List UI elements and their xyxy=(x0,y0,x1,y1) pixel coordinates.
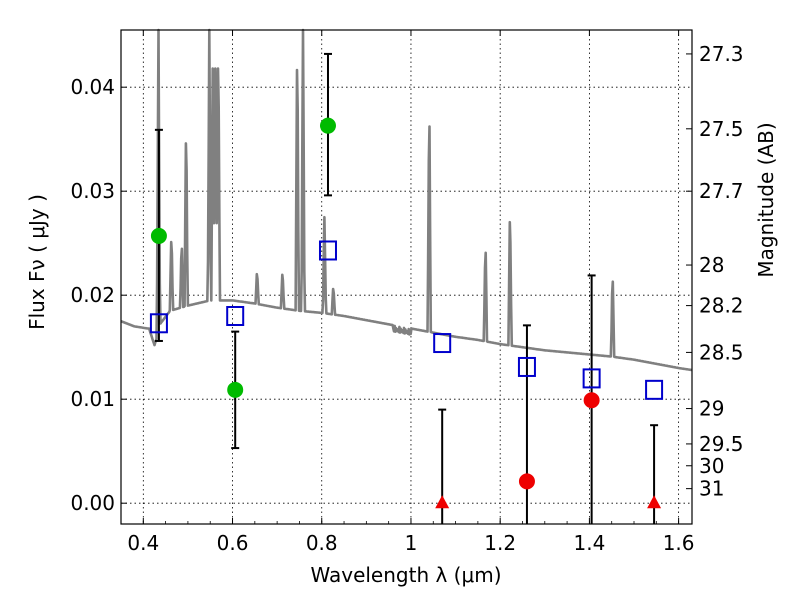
magnitude-tick-label: 29.5 xyxy=(699,432,744,456)
model-square-marker xyxy=(517,356,536,377)
y-axis-label-right: Magnitude (AB) xyxy=(754,122,778,277)
y-tick-label: 0.04 xyxy=(70,75,115,99)
y-tick-label: 0.03 xyxy=(70,179,115,203)
model-square-marker xyxy=(226,306,245,326)
data-markers xyxy=(149,117,664,509)
flux-circle-marker xyxy=(518,473,535,490)
axes-frame: 0.4 0.6 0.8 1 1.2 1.4 1.6 0.00 0.01 0.02 0.03 0.04 2… xyxy=(70,29,744,555)
flux-circle-marker xyxy=(319,117,336,134)
upper-limit-triangle-marker xyxy=(435,495,450,509)
magnitude-tick-label: 30 xyxy=(699,454,724,478)
flux-circle-marker xyxy=(583,392,600,409)
magnitude-tick-label: 27.3 xyxy=(699,42,744,66)
x-axis-label: Wavelength λ (μm) xyxy=(310,563,501,587)
magnitude-tick-label: 28 xyxy=(699,253,724,277)
x-tick-label: 0.8 xyxy=(306,531,338,555)
x-tick-label: 1.2 xyxy=(484,531,516,555)
magnitude-tick-label: 31 xyxy=(699,477,724,501)
x-tick-label: 0.6 xyxy=(217,531,249,555)
x-tick-label: 0.4 xyxy=(127,531,159,555)
model-square-marker xyxy=(433,333,452,354)
x-tick-label: 1.6 xyxy=(663,531,695,555)
axis-labels: Wavelength λ (μm) Flux Fν ( μJy ) Magnit… xyxy=(25,122,778,587)
flux-circle-marker xyxy=(227,381,244,398)
y-tick-label: 0.00 xyxy=(70,491,115,515)
spectrum-layer xyxy=(120,28,693,372)
model-square-marker xyxy=(149,313,168,334)
plot-frame xyxy=(120,29,693,525)
error-bars xyxy=(154,52,659,524)
magnitude-tick-label: 29 xyxy=(699,397,724,421)
magnitude-tick-label: 27.5 xyxy=(699,117,744,141)
model-square-marker xyxy=(645,379,664,400)
magnitude-tick-label: 27.7 xyxy=(699,179,744,203)
upper-limit-triangle-marker xyxy=(647,495,662,509)
model-square-marker xyxy=(582,368,601,389)
x-tick-label: 1.4 xyxy=(573,531,605,555)
flux-circle-marker xyxy=(150,227,167,244)
model-square-marker xyxy=(318,240,337,261)
y-tick-label: 0.01 xyxy=(70,387,115,411)
magnitude-tick-label: 28.5 xyxy=(699,340,744,364)
magnitude-tick-label: 28.2 xyxy=(699,294,744,318)
y-axis-label: Flux Fν ( μJy ) xyxy=(25,194,49,330)
y-tick-label: 0.02 xyxy=(70,283,115,307)
spectrum-line xyxy=(120,28,693,372)
x-tick-label: 1 xyxy=(405,531,418,555)
